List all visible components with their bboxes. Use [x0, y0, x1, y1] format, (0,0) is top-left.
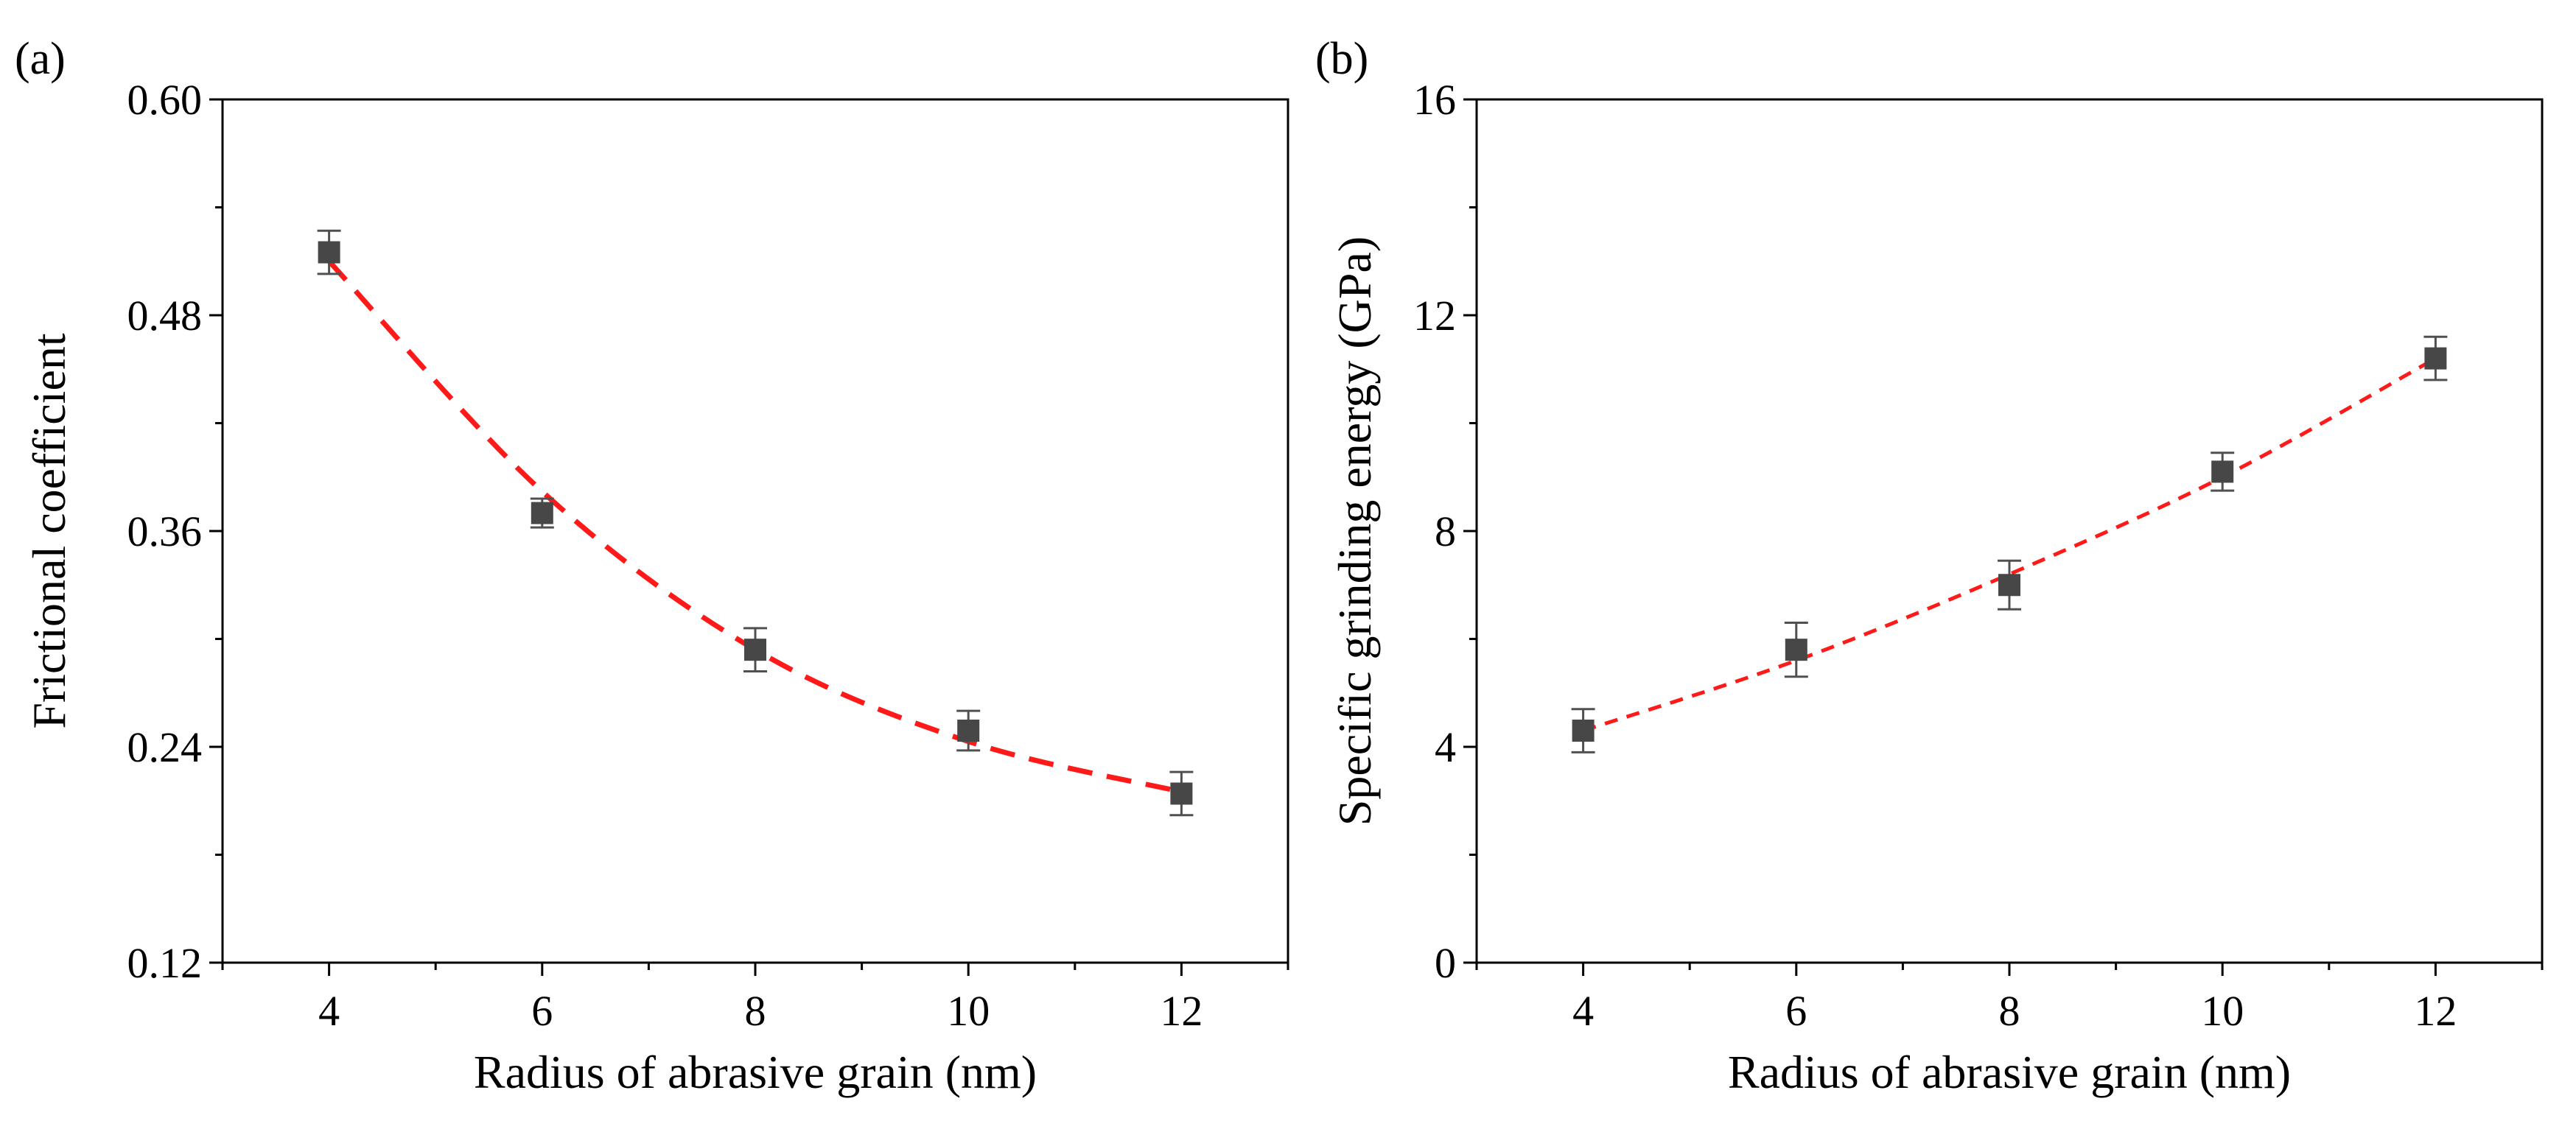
data-point — [957, 720, 980, 742]
y-tick-label: 0.36 — [127, 507, 203, 555]
data-point — [318, 241, 340, 264]
x-tick-label: 8 — [745, 987, 766, 1035]
x-tick-label: 12 — [1160, 987, 1203, 1035]
y-tick-label: 0 — [1435, 939, 1456, 987]
data-point — [2211, 460, 2234, 483]
y-tick-label: 0.60 — [127, 76, 203, 124]
panel-label: (b) — [1315, 34, 1368, 84]
panel-label: (a) — [15, 34, 66, 84]
x-tick-label: 8 — [1999, 987, 2020, 1035]
plot-frame — [1475, 98, 2544, 964]
data-point — [2424, 347, 2447, 370]
y-axis-title: Frictional coefficient — [23, 333, 75, 729]
chart-panel-a: (a) 4 6 8 10 12 0.12 0.24 0.36 0.48 0.60 Radius of … — [15, 34, 1289, 1098]
x-tick-label: 10 — [947, 987, 990, 1035]
x-axis-title: Radius of abrasive grain (nm) — [1728, 1046, 2291, 1098]
data-point — [1170, 782, 1193, 805]
x-tick-label: 4 — [318, 987, 340, 1035]
data-point — [744, 639, 766, 661]
data-point — [531, 502, 553, 524]
x-tick-label: 4 — [1572, 987, 1594, 1035]
chart-panel-b: (b) 4 6 8 10 12 0 4 8 12 16 Radius of abrasive grai… — [1315, 34, 2544, 1098]
y-tick-label: 0.48 — [127, 292, 203, 340]
x-tick-label: 12 — [2414, 987, 2457, 1035]
data-point — [1998, 574, 2020, 597]
y-tick-label: 8 — [1435, 507, 1456, 555]
y-tick-label: 0.12 — [127, 939, 203, 987]
data-point — [1785, 639, 1807, 661]
x-tick-label: 6 — [531, 987, 553, 1035]
y-tick-label: 0.24 — [127, 723, 203, 771]
x-tick-label: 6 — [1785, 987, 1807, 1035]
y-tick-label: 4 — [1435, 723, 1456, 771]
plot-frame — [221, 98, 1289, 964]
x-axis-title: Radius of abrasive grain (nm) — [474, 1046, 1037, 1098]
fit-curve — [327, 259, 1183, 795]
y-tick-label: 16 — [1413, 76, 1456, 124]
x-tick-label: 10 — [2201, 987, 2244, 1035]
y-tick-label: 12 — [1413, 292, 1456, 340]
data-point — [1572, 720, 1595, 742]
fit-curve — [1582, 356, 2437, 733]
y-axis-title: Specific grinding energy (GPa) — [1329, 236, 1381, 826]
